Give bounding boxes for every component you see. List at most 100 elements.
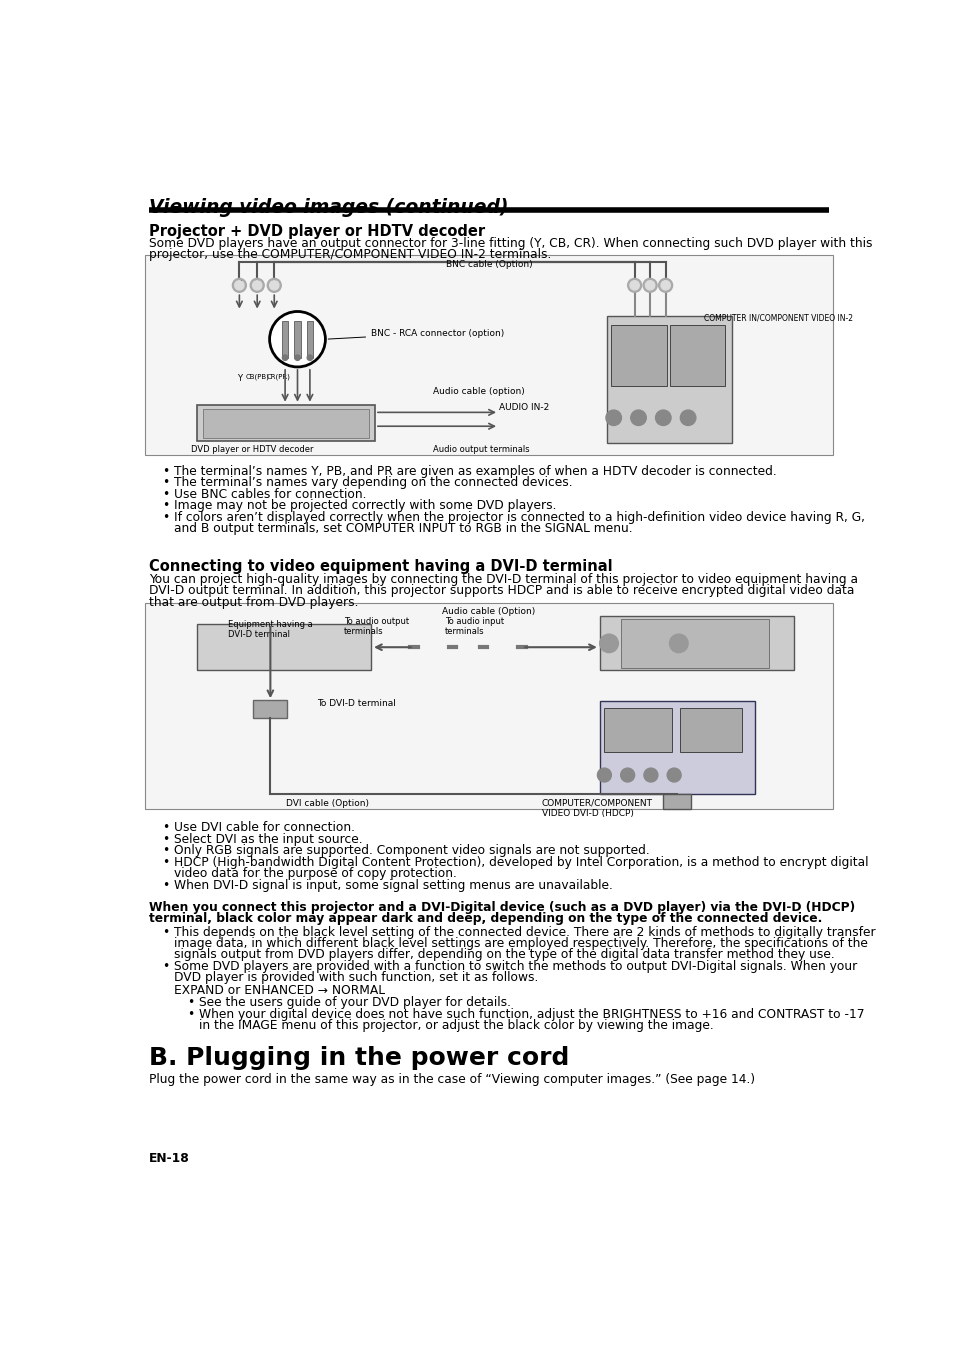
Text: •: • (162, 844, 169, 858)
Circle shape (660, 281, 670, 290)
Text: DVI-D terminal: DVI-D terminal (228, 631, 290, 639)
Circle shape (267, 278, 281, 292)
Text: •: • (162, 511, 169, 524)
Text: Use BNC cables for connection.: Use BNC cables for connection. (173, 488, 366, 501)
Text: terminal, black color may appear dark and deep, depending on the type of the con: terminal, black color may appear dark an… (149, 912, 821, 925)
Circle shape (250, 278, 264, 292)
Text: •: • (162, 821, 169, 834)
Text: See the users guide of your DVD player for details.: See the users guide of your DVD player f… (199, 996, 511, 1009)
FancyBboxPatch shape (599, 616, 793, 670)
Text: HDCP (High-bandwidth Digital Content Protection), developed by Intel Corporation: HDCP (High-bandwidth Digital Content Pro… (173, 857, 867, 869)
Circle shape (597, 769, 611, 782)
Circle shape (605, 411, 620, 426)
Text: When you connect this projector and a DVI-Digital device (such as a DVD player) : When you connect this projector and a DV… (149, 901, 854, 915)
Text: video data for the purpose of copy protection.: video data for the purpose of copy prote… (173, 867, 456, 880)
Text: Y: Y (236, 374, 242, 382)
Text: •: • (162, 465, 169, 478)
Circle shape (233, 278, 246, 292)
Text: COMPUTER IN/COMPONENT VIDEO IN-2: COMPUTER IN/COMPONENT VIDEO IN-2 (703, 313, 853, 323)
FancyBboxPatch shape (620, 619, 768, 667)
Text: VIDEO DVI-D (HDCP): VIDEO DVI-D (HDCP) (541, 809, 633, 817)
FancyBboxPatch shape (196, 405, 375, 440)
Text: •: • (162, 488, 169, 501)
Text: DVI-D output terminal. In addition, this projector supports HDCP and is able to : DVI-D output terminal. In addition, this… (149, 585, 853, 597)
Text: CR(PR): CR(PR) (266, 374, 290, 381)
Text: Audio cable (option): Audio cable (option) (433, 386, 524, 396)
Circle shape (599, 634, 618, 653)
Text: •: • (162, 925, 169, 939)
FancyBboxPatch shape (611, 326, 666, 386)
Text: B. Plugging in the power cord: B. Plugging in the power cord (149, 1046, 569, 1070)
Circle shape (658, 278, 672, 292)
Text: •: • (187, 1008, 194, 1021)
FancyBboxPatch shape (669, 326, 724, 386)
Text: terminals: terminals (444, 627, 484, 636)
Text: that are output from DVD players.: that are output from DVD players. (149, 596, 357, 609)
Text: Use DVI cable for connection.: Use DVI cable for connection. (173, 821, 355, 834)
Text: Projector + DVD player or HDTV decoder: Projector + DVD player or HDTV decoder (149, 224, 484, 239)
Text: •: • (162, 878, 169, 892)
Text: EN-18: EN-18 (149, 1151, 190, 1165)
Circle shape (234, 281, 244, 290)
FancyBboxPatch shape (203, 408, 369, 438)
Text: DVD player is provided with such function, set it as follows.: DVD player is provided with such functio… (173, 971, 537, 985)
Text: and B output terminals, set COMPUTER INPUT to RGB in the SIGNAL menu.: and B output terminals, set COMPUTER INP… (173, 521, 632, 535)
Circle shape (642, 278, 657, 292)
Text: B: B (254, 280, 259, 289)
Text: When DVI-D signal is input, some signal setting menus are unavailable.: When DVI-D signal is input, some signal … (173, 878, 612, 892)
FancyBboxPatch shape (679, 708, 741, 753)
Circle shape (629, 281, 639, 290)
Text: Select DVI as the input source.: Select DVI as the input source. (173, 832, 362, 846)
FancyBboxPatch shape (282, 320, 288, 358)
Text: •: • (162, 500, 169, 512)
Text: •: • (162, 961, 169, 973)
Text: BNC - RCA connector (option): BNC - RCA connector (option) (328, 328, 504, 339)
Circle shape (282, 355, 288, 361)
Text: Viewing video images (continued): Viewing video images (continued) (149, 199, 508, 218)
Circle shape (270, 281, 278, 290)
Text: in the IMAGE menu of this projector, or adjust the black color by viewing the im: in the IMAGE menu of this projector, or … (199, 1019, 713, 1032)
Text: Equipment having a: Equipment having a (228, 620, 313, 630)
Circle shape (643, 769, 658, 782)
FancyBboxPatch shape (599, 701, 754, 793)
Text: •: • (162, 857, 169, 869)
Text: COMPUTER/COMPONENT: COMPUTER/COMPONENT (541, 798, 652, 808)
Text: •: • (187, 996, 194, 1009)
Text: R: R (272, 280, 276, 289)
Circle shape (627, 278, 641, 292)
Text: BNC cable (Option): BNC cable (Option) (445, 259, 532, 269)
FancyBboxPatch shape (662, 793, 691, 809)
Text: Connecting to video equipment having a DVI-D terminal: Connecting to video equipment having a D… (149, 559, 612, 574)
Circle shape (645, 281, 654, 290)
FancyBboxPatch shape (145, 603, 832, 809)
Circle shape (669, 634, 687, 653)
Text: If colors aren’t displayed correctly when the projector is connected to a high-d: If colors aren’t displayed correctly whe… (173, 511, 863, 524)
Circle shape (630, 411, 645, 426)
Text: This depends on the black level setting of the connected device. There are 2 kin: This depends on the black level setting … (173, 925, 874, 939)
Text: •: • (162, 832, 169, 846)
FancyBboxPatch shape (196, 624, 371, 670)
Circle shape (307, 355, 313, 361)
Text: Only RGB signals are supported. Component video signals are not supported.: Only RGB signals are supported. Componen… (173, 844, 649, 858)
Circle shape (666, 769, 680, 782)
Text: The terminal’s names Y, PB, and PR are given as examples of when a HDTV decoder : The terminal’s names Y, PB, and PR are g… (173, 465, 776, 478)
Text: CB(PB): CB(PB) (245, 374, 269, 381)
Text: The terminal’s names vary depending on the connected devices.: The terminal’s names vary depending on t… (173, 477, 572, 489)
FancyBboxPatch shape (294, 320, 300, 358)
Text: EXPAND or ENHANCED → NORMAL: EXPAND or ENHANCED → NORMAL (173, 984, 384, 997)
FancyBboxPatch shape (603, 708, 671, 753)
Text: Some DVD players have an output connector for 3-line fitting (Y, CB, CR). When c: Some DVD players have an output connecto… (149, 236, 871, 250)
Text: To audio output: To audio output (344, 617, 409, 627)
Text: •: • (162, 477, 169, 489)
FancyBboxPatch shape (253, 700, 287, 719)
Text: Plug the power cord in the same way as in the case of “Viewing computer images.”: Plug the power cord in the same way as i… (149, 1073, 754, 1086)
Text: To DVI-D terminal: To DVI-D terminal (316, 698, 395, 708)
Ellipse shape (270, 312, 325, 367)
Text: G: G (236, 280, 242, 289)
Text: projector, use the COMPUTER/COMPONENT VIDEO IN-2 terminals.: projector, use the COMPUTER/COMPONENT VI… (149, 249, 551, 261)
Text: You can project high-quality images by connecting the DVI-D terminal of this pro: You can project high-quality images by c… (149, 573, 857, 586)
Text: signals output from DVD players differ, depending on the type of the digital dat: signals output from DVD players differ, … (173, 948, 833, 962)
Text: Audio output terminals: Audio output terminals (433, 446, 529, 454)
Circle shape (253, 281, 261, 290)
Text: AUDIO IN-2: AUDIO IN-2 (498, 403, 549, 412)
